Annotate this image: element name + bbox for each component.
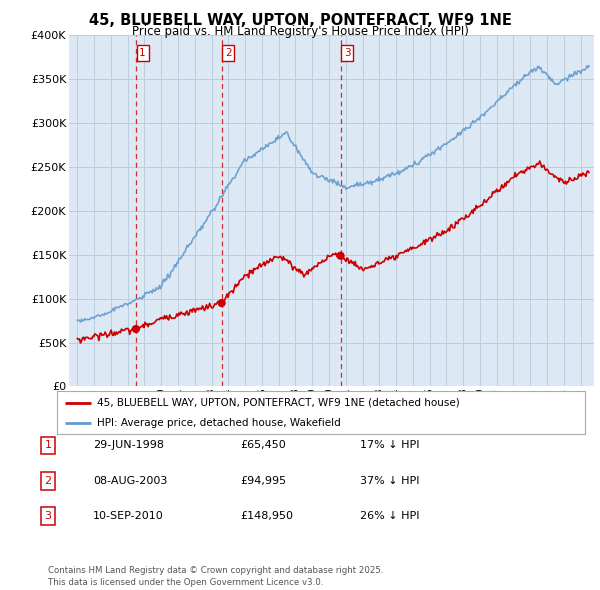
- Text: 08-AUG-2003: 08-AUG-2003: [93, 476, 167, 486]
- Text: 1: 1: [139, 48, 146, 58]
- Text: £94,995: £94,995: [240, 476, 286, 486]
- Text: 26% ↓ HPI: 26% ↓ HPI: [360, 512, 419, 521]
- Text: 17% ↓ HPI: 17% ↓ HPI: [360, 441, 419, 450]
- Text: HPI: Average price, detached house, Wakefield: HPI: Average price, detached house, Wake…: [97, 418, 340, 428]
- Text: £148,950: £148,950: [240, 512, 293, 521]
- Point: [131, 324, 141, 334]
- Text: Price paid vs. HM Land Registry's House Price Index (HPI): Price paid vs. HM Land Registry's House …: [131, 25, 469, 38]
- Text: £65,450: £65,450: [240, 441, 286, 450]
- Text: 37% ↓ HPI: 37% ↓ HPI: [360, 476, 419, 486]
- Text: 10-SEP-2010: 10-SEP-2010: [93, 512, 164, 521]
- Text: 3: 3: [344, 48, 350, 58]
- Text: 3: 3: [44, 512, 52, 521]
- Point: [336, 251, 346, 260]
- Text: 2: 2: [44, 476, 52, 486]
- Text: 45, BLUEBELL WAY, UPTON, PONTEFRACT, WF9 1NE (detached house): 45, BLUEBELL WAY, UPTON, PONTEFRACT, WF9…: [97, 398, 460, 408]
- Text: 45, BLUEBELL WAY, UPTON, PONTEFRACT, WF9 1NE: 45, BLUEBELL WAY, UPTON, PONTEFRACT, WF9…: [89, 13, 511, 28]
- Point: [217, 299, 226, 308]
- Text: Contains HM Land Registry data © Crown copyright and database right 2025.
This d: Contains HM Land Registry data © Crown c…: [48, 566, 383, 587]
- Text: 1: 1: [44, 441, 52, 450]
- Text: 29-JUN-1998: 29-JUN-1998: [93, 441, 164, 450]
- Text: 2: 2: [225, 48, 232, 58]
